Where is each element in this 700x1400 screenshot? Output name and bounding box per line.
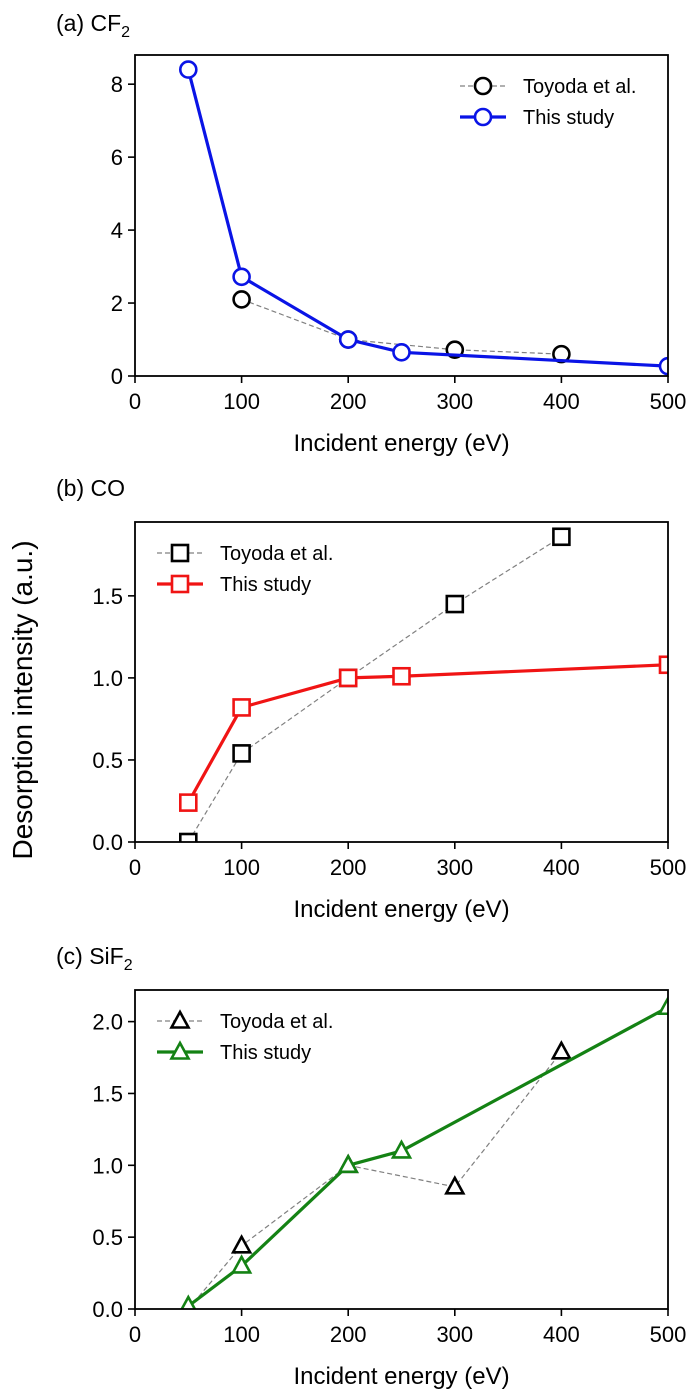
- x-tick-label: 400: [543, 389, 580, 414]
- data-point: [179, 832, 198, 842]
- x-tick-label: 300: [436, 389, 473, 414]
- legend-label: This study: [220, 1042, 311, 1064]
- data-point: [658, 356, 668, 376]
- data-point: [232, 267, 251, 287]
- legend-marker: [170, 574, 190, 594]
- data-point: [550, 1040, 573, 1060]
- x-tick-label: 200: [330, 855, 367, 880]
- panel-2: (b) CO 0 100 200 300 400 500 0.0 0.5 1.0 1.5 Incide…: [56, 475, 686, 923]
- legend: Toyoda et al. This study: [157, 1009, 333, 1064]
- x-tick-label: 400: [543, 1322, 580, 1347]
- data-point: [392, 342, 411, 362]
- x-axis-label: Incident energy (eV): [293, 430, 509, 457]
- panel-1: (a) CF2 0 100 200 300 400 500 0 2 4 6 8 Incident ene…: [56, 10, 686, 457]
- data-point: [658, 655, 668, 675]
- x-tick-label: 400: [543, 855, 580, 880]
- plot-area: [179, 60, 668, 376]
- x-axis-label: Incident energy (eV): [293, 896, 509, 923]
- x-tick-label: 500: [650, 855, 687, 880]
- x-axis-label: Incident energy (eV): [293, 1363, 509, 1390]
- plot-frame: [134, 54, 669, 377]
- data-point: [337, 1153, 359, 1174]
- series-line-1: [241, 298, 562, 355]
- data-point: [552, 527, 571, 547]
- legend-marker: [169, 1040, 191, 1060]
- panel-title: (c) SiF2: [56, 943, 133, 974]
- y-tick-label: 6: [111, 145, 123, 170]
- legend-marker: [169, 1009, 191, 1029]
- data-point: [445, 594, 465, 614]
- x-tick-label: 0: [129, 389, 141, 414]
- data-point: [230, 1234, 253, 1254]
- y-tick-label: 4: [111, 218, 123, 243]
- data-point: [392, 666, 411, 686]
- y-tick-label: 1.0: [92, 666, 123, 691]
- data-point: [390, 1139, 413, 1159]
- y-tick-label: 1.5: [92, 584, 123, 609]
- x-tick-label: 300: [436, 855, 473, 880]
- data-point: [338, 668, 358, 688]
- legend: Toyoda et al. This study: [460, 76, 636, 129]
- data-point: [179, 793, 198, 812]
- y-tick-label: 1.5: [92, 1081, 123, 1106]
- legend-label: This study: [523, 107, 614, 129]
- shared-y-axis-label: Desorption intensity (a.u.): [7, 540, 38, 859]
- legend-marker: [170, 543, 190, 563]
- x-tick-label: 100: [223, 1322, 260, 1347]
- y-tick-label: 2.0: [92, 1010, 123, 1035]
- x-tick-label: 200: [330, 1322, 367, 1347]
- series-line-2: [186, 663, 668, 804]
- legend-marker: [473, 76, 493, 96]
- plot-area: [179, 527, 668, 842]
- legend-label: Toyoda et al.: [220, 543, 333, 565]
- panel-3: (c) SiF2 0 100 200 300 400 500 0.0 0.5 1.0 1.5 2.0 I…: [56, 943, 686, 1390]
- panel-title: (a) CF2: [56, 10, 130, 41]
- legend-marker: [473, 107, 493, 127]
- x-tick-label: 200: [330, 389, 367, 414]
- panel-title: (b) CO: [56, 475, 125, 501]
- data-point: [338, 330, 358, 349]
- y-tick-label: 0: [111, 364, 123, 389]
- data-point: [179, 60, 198, 79]
- plot-frame: [134, 989, 669, 1310]
- data-point: [230, 1254, 253, 1274]
- x-tick-label: 0: [129, 855, 141, 880]
- y-tick-label: 0.0: [92, 830, 123, 855]
- x-tick-label: 100: [223, 855, 260, 880]
- data-point: [232, 290, 251, 309]
- plot-frame: [134, 521, 669, 843]
- x-tick-label: 500: [650, 389, 687, 414]
- legend: Toyoda et al. This study: [157, 543, 333, 596]
- x-tick-label: 300: [436, 1322, 473, 1347]
- y-tick-label: 0.0: [92, 1297, 123, 1322]
- data-point: [444, 1175, 466, 1195]
- plot-area: [180, 995, 668, 1309]
- x-tick-label: 100: [223, 389, 260, 414]
- y-tick-label: 0.5: [92, 748, 123, 773]
- legend-label: Toyoda et al.: [220, 1011, 333, 1033]
- y-tick-label: 0.5: [92, 1225, 123, 1250]
- y-tick-label: 8: [111, 72, 123, 97]
- data-point: [232, 698, 251, 717]
- legend-label: Toyoda et al.: [523, 76, 636, 98]
- y-tick-label: 2: [111, 291, 123, 316]
- data-point: [657, 995, 668, 1016]
- data-point: [232, 744, 251, 763]
- x-tick-label: 500: [650, 1322, 687, 1347]
- y-tick-label: 1.0: [92, 1153, 123, 1178]
- data-point: [180, 1294, 197, 1309]
- legend-label: This study: [220, 574, 311, 596]
- x-tick-label: 0: [129, 1322, 141, 1347]
